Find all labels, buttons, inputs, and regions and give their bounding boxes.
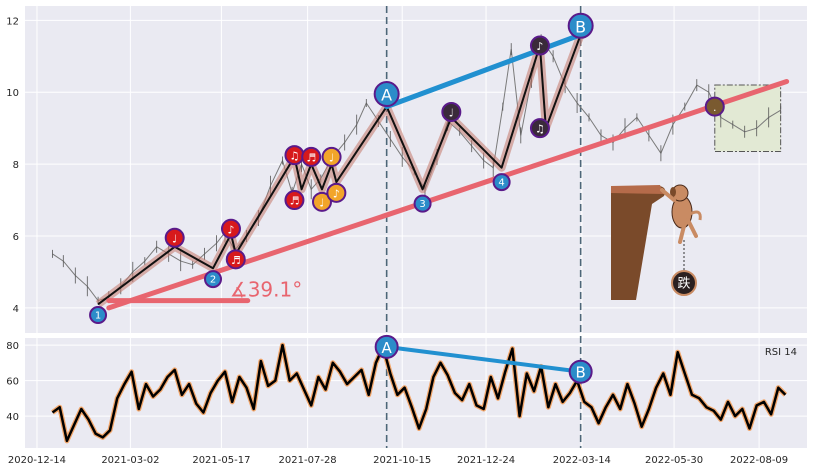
note-marker-label: ♩: [329, 151, 334, 164]
y-tick-label: 8: [13, 160, 19, 171]
note-marker-circle: [220, 218, 241, 239]
rsi-series: [51, 342, 788, 444]
rsi-marker-circle: [568, 359, 593, 384]
note-marker-circle: [284, 190, 305, 211]
y-tick-label: 4: [13, 304, 19, 315]
x-tick-label: 2021-12-24: [457, 455, 515, 466]
note-marker-circle: [704, 96, 725, 117]
note-marker-label: ♬: [231, 254, 241, 267]
axis-labels: 2020-12-14 2021-03-02 2021-05-17 2021-07-28…: [6, 16, 797, 466]
note-marker-circle: [441, 102, 462, 123]
rsi-marker-label: B: [576, 364, 586, 382]
x-tick-label: 2021-05-17: [192, 455, 250, 466]
cliff-shape: [611, 186, 666, 300]
pivot-marker-circle: [413, 194, 432, 213]
chinese-badge-circle: [671, 270, 697, 296]
climber-illustration: [611, 184, 702, 300]
pivot-marker-circle: [89, 306, 108, 325]
rsi-legend: RSI 14: [765, 347, 797, 358]
x-tick-label: 2022-08-09: [730, 455, 788, 466]
price-series: [52, 33, 782, 308]
pivot-marker-label: 1: [95, 311, 101, 322]
note-marker-label: ♪: [536, 40, 543, 53]
rsi-y-tick-label: 40: [6, 412, 19, 423]
note-marker-circle: [326, 182, 347, 203]
note-marker-label: .: [713, 101, 717, 114]
pivot-marker-circle: [373, 81, 400, 108]
pivot-marker-label: B: [575, 17, 586, 36]
x-tick-label: 2021-10-15: [373, 455, 431, 466]
note-marker-circle: [301, 146, 322, 167]
note-marker-label: ♬: [290, 195, 300, 208]
markers: 1 2 3 4 A B ♩ ♪ ♬ ♫ ♬ ♬ ♩ ♩ ♪ ♩ ♪ ♫. A B 跌: [89, 12, 725, 384]
pivot-marker-label: 2: [210, 275, 216, 286]
x-tick-label: 2021-07-28: [279, 455, 337, 466]
note-marker-label: ♬: [306, 151, 316, 164]
x-tick-label: 2022-05-30: [645, 455, 703, 466]
note-marker-circle: [311, 191, 332, 212]
cliff-top: [611, 185, 664, 194]
x-tick-label: 2020-12-14: [8, 455, 66, 466]
rsi-line: [51, 343, 787, 443]
support-trendline: [106, 78, 790, 311]
pivot-marker-label: A: [381, 86, 392, 105]
note-marker-label: ♫: [290, 150, 300, 163]
chinese-badge-label: 跌: [677, 276, 690, 292]
note-marker-circle: [529, 35, 550, 56]
angle-label: ∡39.1°: [230, 278, 302, 302]
pivot-marker-label: 3: [419, 199, 425, 210]
note-marker-label: ♩: [449, 107, 454, 120]
y-tick-label: 10: [6, 88, 19, 99]
pivot-marker-circle: [567, 12, 594, 39]
pivot-marker-circle: [204, 270, 223, 289]
y-tick-label: 6: [13, 232, 19, 243]
wave-line: [97, 34, 582, 306]
note-marker-circle: [225, 249, 246, 270]
y-tick-label: 12: [6, 16, 19, 27]
dog-figure: [660, 184, 702, 244]
note-marker-label: ♫: [535, 123, 545, 136]
rsi-divergence-line: [384, 344, 583, 374]
note-marker-label: ♩: [319, 196, 324, 209]
pivot-marker-circle: [492, 173, 511, 192]
rsi-marker-circle: [374, 334, 399, 359]
x-tick-label: 2022-03-14: [553, 455, 611, 466]
rsi-y-tick-label: 60: [6, 377, 19, 388]
x-tick-label: 2021-03-02: [101, 455, 159, 466]
note-marker-circle: [529, 118, 550, 139]
rsi-y-tick-label: 80: [6, 341, 19, 352]
pivot-marker-label: 4: [498, 178, 504, 189]
note-marker-label: ♪: [333, 187, 340, 200]
note-marker-circle: [164, 227, 185, 248]
note-marker-label: ♩: [172, 232, 177, 245]
rsi-marker-label: A: [382, 339, 393, 357]
note-marker-circle: [321, 146, 342, 167]
note-marker-label: ♪: [227, 223, 234, 236]
